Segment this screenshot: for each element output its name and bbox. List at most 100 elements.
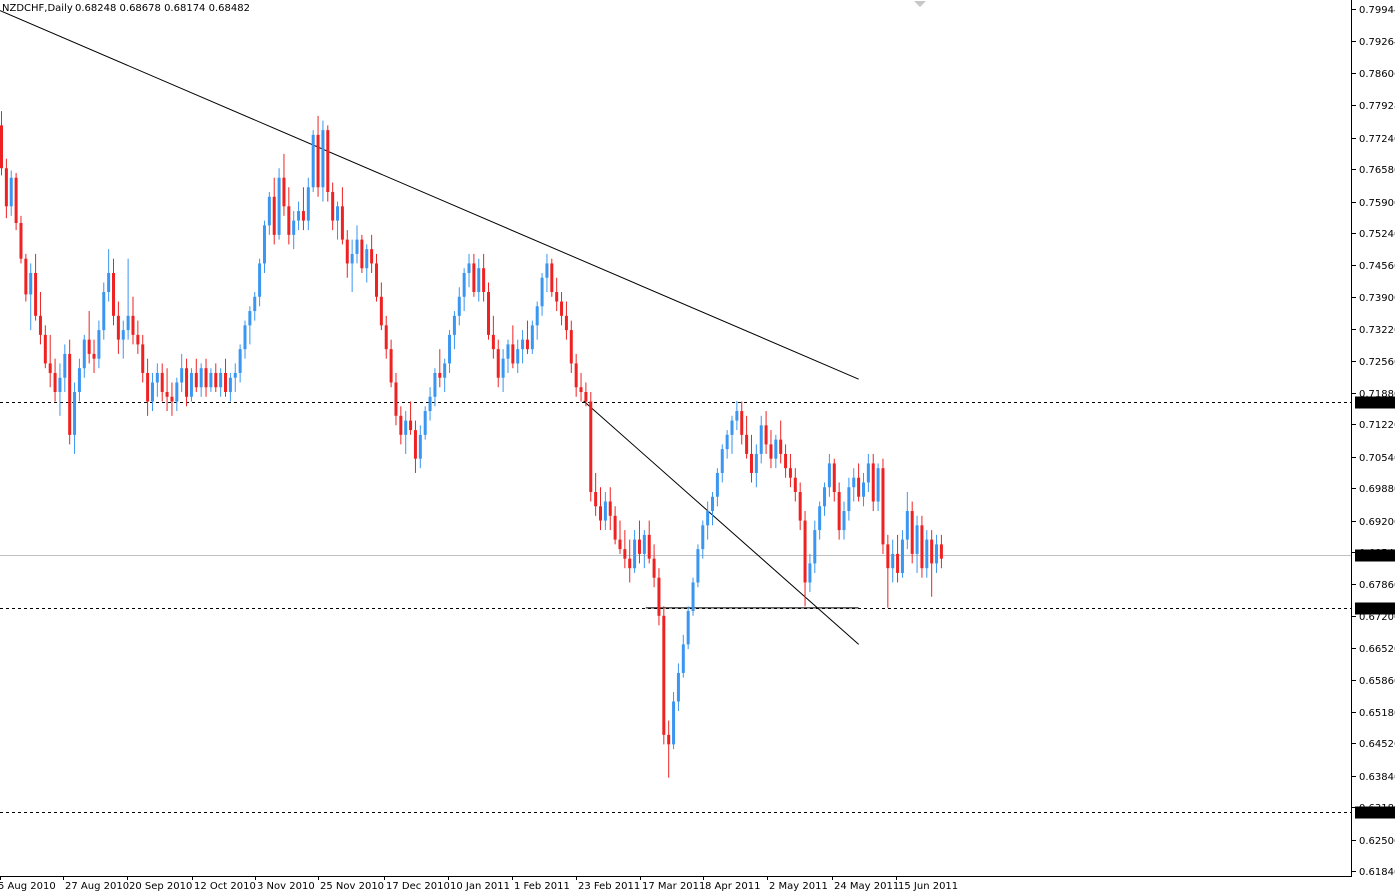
candle-body <box>350 253 354 264</box>
candle-body <box>584 392 588 402</box>
candle-body <box>925 539 929 569</box>
candle-body <box>155 372 159 383</box>
candle <box>861 472 865 507</box>
candle <box>837 482 841 540</box>
candle-body <box>404 420 408 435</box>
candle <box>82 334 86 378</box>
time-tick-label: 24 May 2011 <box>834 881 899 892</box>
candle <box>681 634 685 678</box>
candle <box>564 301 568 340</box>
candle-body <box>798 491 802 521</box>
candle <box>107 249 111 302</box>
candle <box>175 377 179 412</box>
candle-body <box>4 168 8 207</box>
candle <box>204 358 208 397</box>
candle <box>511 325 515 369</box>
candle <box>394 372 398 426</box>
candle <box>472 253 476 297</box>
candle-body <box>360 239 364 269</box>
candle <box>784 444 788 478</box>
candle <box>579 372 583 402</box>
candle <box>282 153 286 216</box>
candle <box>297 201 301 231</box>
candle <box>749 434 753 483</box>
candle-body <box>900 539 904 573</box>
candle <box>545 253 549 293</box>
candle-body <box>238 349 242 373</box>
candle-body <box>735 411 739 421</box>
candle <box>185 358 189 407</box>
candle <box>374 253 378 302</box>
candle-body <box>38 315 42 335</box>
candle <box>793 468 797 502</box>
candle-body <box>272 196 276 235</box>
candle-body <box>389 349 393 383</box>
candle-body <box>935 544 939 564</box>
candle <box>618 520 622 554</box>
candle <box>253 292 257 321</box>
candle-body <box>189 372 193 397</box>
candle-body <box>652 558 656 578</box>
candle-body <box>370 249 374 264</box>
candle-body <box>267 196 271 226</box>
candle <box>34 253 38 321</box>
candle-body <box>637 539 641 554</box>
candle-body <box>29 272 33 295</box>
candle <box>53 358 57 402</box>
candle-body <box>535 306 539 326</box>
candle-body <box>19 222 23 259</box>
candle-body <box>418 434 422 459</box>
candle-body <box>823 487 827 507</box>
trendline <box>0 10 859 380</box>
candle-body <box>876 468 880 502</box>
candle-body <box>472 263 476 293</box>
candle-body <box>399 415 403 435</box>
candle-body <box>340 206 344 240</box>
candle-body <box>277 177 281 235</box>
candle <box>418 425 422 469</box>
candle-body <box>633 539 637 569</box>
candle-body <box>628 558 632 569</box>
candle-body <box>102 292 106 331</box>
candle-body <box>516 349 520 364</box>
candle <box>243 320 247 359</box>
candle <box>555 277 559 312</box>
time-tick-label: 17 Mar 2011 <box>642 881 705 892</box>
ohlc-values: 0.68248 0.68678 0.68174 0.68482 <box>75 3 250 14</box>
candle-body <box>311 134 315 188</box>
time-tick-label: 25 Nov 2010 <box>320 881 384 892</box>
candle-body <box>121 330 125 340</box>
candle <box>691 577 695 616</box>
level-label-box <box>1355 396 1395 409</box>
candle <box>774 434 778 469</box>
time-tick-label: 10 Jan 2011 <box>450 881 510 892</box>
candle <box>136 320 140 354</box>
candle <box>613 506 617 545</box>
candle-body <box>667 734 671 745</box>
candle <box>448 330 452 373</box>
candle <box>852 468 856 502</box>
candle-body <box>720 449 724 473</box>
candle <box>189 368 193 402</box>
candle <box>706 501 710 540</box>
candle <box>301 187 305 231</box>
candle-body <box>788 468 792 478</box>
candle-body <box>774 439 778 459</box>
candle-body <box>136 334 140 345</box>
candle-body <box>326 130 330 193</box>
candle-body <box>599 506 603 521</box>
candle-body <box>194 372 198 388</box>
candle <box>842 501 846 540</box>
shift-marker-icon[interactable] <box>914 1 926 7</box>
candle-body <box>224 372 228 393</box>
candle-body <box>141 344 145 373</box>
level-lines <box>0 402 1352 813</box>
candle <box>267 192 271 235</box>
